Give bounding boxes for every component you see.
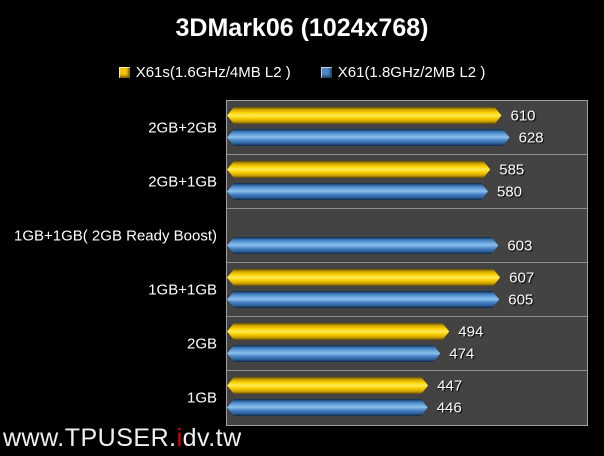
bar-x61s: 494 — [227, 323, 483, 340]
bar-x61s: 585 — [227, 161, 524, 178]
watermark-highlight: i — [176, 424, 183, 452]
category-band: 2GB+2GB 610 628 — [148, 101, 587, 155]
legend-item-1: X61(1.8GHz/2MB L2 ) — [320, 64, 486, 81]
bar-fill — [227, 377, 428, 394]
category-label: 1GB+1GB — [148, 281, 217, 298]
legend-swatch-icon — [118, 67, 130, 78]
watermark: www.TPUSER.idv.tw — [3, 424, 242, 453]
bar-x61s: 610 — [227, 107, 536, 124]
bar-fill — [227, 323, 449, 340]
category-label: 2GB+2GB — [148, 119, 217, 136]
legend-label: X61s(1.6GHz/4MB L2 ) — [135, 64, 291, 81]
bar-x61: 580 — [227, 183, 522, 200]
bar-value-label: 474 — [449, 345, 475, 362]
plot-area: 2GB+2GB 610 628 2GB+1GB 585 580 1GB+1GB( 2GB R… — [14, 100, 588, 426]
legend-swatch-icon — [320, 67, 332, 78]
bar-x61: 605 — [227, 291, 533, 308]
legend-label: X61(1.8GHz/2MB L2 ) — [337, 64, 486, 81]
bar-value-label: 446 — [436, 399, 462, 416]
bar-value-label: 585 — [499, 161, 525, 178]
bar-x61s: 607 — [227, 269, 534, 286]
bar-fill — [227, 183, 488, 200]
category-label: 1GB — [186, 389, 217, 407]
legend-item-0: X61s(1.6GHz/4MB L2 ) — [118, 64, 291, 81]
bar-value-label: 494 — [458, 323, 484, 340]
watermark-suffix: dv.tw — [182, 424, 242, 452]
bar-fill — [227, 237, 498, 254]
category-label: 2GB+1GB — [148, 173, 217, 190]
legend: X61s(1.6GHz/4MB L2 ) X61(1.8GHz/2MB L2 ) — [0, 64, 604, 81]
bar-value-label: 628 — [518, 129, 544, 146]
category-band: 1GB+1GB 607 605 — [148, 263, 587, 317]
bar-x61s: 447 — [227, 377, 462, 394]
chart-title: 3DMark06 (1024x768) — [175, 14, 429, 42]
bar-x61: 628 — [227, 129, 544, 146]
category-band: 1GB 447 446 — [187, 371, 587, 425]
bar-fill — [227, 161, 490, 178]
bar-fill — [227, 345, 440, 362]
bar-value-label: 607 — [509, 269, 535, 286]
bar-value-label: 605 — [508, 291, 534, 308]
bar-x61: 474 — [227, 345, 474, 362]
bar-value-label: 580 — [497, 183, 523, 200]
bar-x61: 446 — [227, 399, 462, 416]
bar-fill — [227, 269, 500, 286]
bar-value-label: 603 — [507, 237, 533, 254]
category-label: 1GB+1GB( 2GB Ready Boost) — [13, 227, 217, 244]
category-band: 2GB+1GB 585 580 — [148, 155, 587, 209]
bar-fill — [227, 129, 510, 146]
bar-fill — [227, 291, 499, 308]
category-label: 2GB — [186, 335, 217, 352]
watermark-prefix: www.TPUSER. — [3, 424, 177, 452]
bar-value-label: 610 — [510, 107, 536, 124]
bar-fill — [227, 399, 428, 416]
category-band: 2GB 494 474 — [187, 317, 587, 371]
bar-x61: 603 — [227, 237, 532, 254]
bar-value-label: 447 — [437, 377, 463, 394]
category-band: 1GB+1GB( 2GB Ready Boost) 603 — [14, 209, 587, 263]
bar-fill — [227, 107, 502, 124]
